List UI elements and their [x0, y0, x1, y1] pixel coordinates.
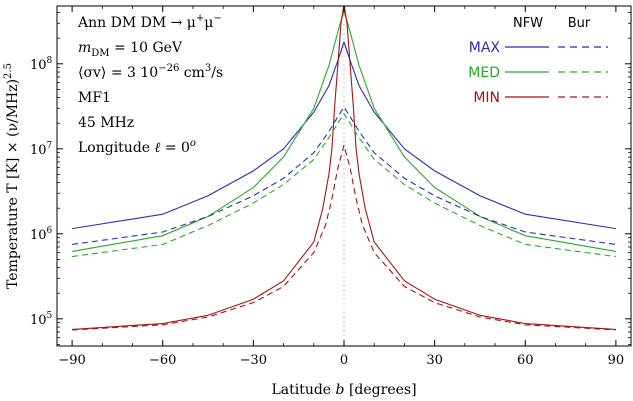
annotation-mass: mDM = 10 GeV — [78, 40, 183, 59]
y-axis-title: Temperature T [K] × (ν/MHz)2.5 — [3, 63, 21, 289]
y-tick-label: 105 — [30, 311, 53, 328]
y-tick-label: 107 — [30, 141, 53, 158]
legend-header-nfw: NFW — [513, 16, 543, 31]
series-line-min-bur — [72, 144, 616, 331]
annotation-longitude: Longitude ℓ = 0o — [78, 138, 196, 156]
annotation-model: MF1 — [78, 90, 111, 106]
legend-label-med: MED — [468, 65, 500, 81]
series-line-med-bur — [72, 112, 616, 258]
annotation-cross-section: ⟨σv⟩ = 3 10−26 cm3/s — [78, 63, 223, 81]
legend-header-bur: Bur — [568, 16, 591, 31]
y-tick-labels: 105 106 107 108 — [30, 56, 53, 328]
legend: NFW Bur MAX MED MIN — [468, 16, 608, 106]
x-tick-label: 0 — [340, 353, 348, 368]
x-tick-label: 30 — [426, 353, 443, 368]
plot-frame — [56, 5, 632, 347]
x-tick-label: 90 — [608, 353, 625, 368]
y-tick-label: 106 — [30, 226, 53, 243]
x-axis-title: Latitude b [degrees] — [271, 382, 416, 398]
series-line-max-bur — [72, 106, 616, 245]
legend-label-max: MAX — [469, 40, 501, 56]
x-tick-label: −30 — [240, 353, 267, 368]
legend-rows: MAX MED MIN — [468, 40, 608, 106]
series-line-min-nfw — [72, 6, 616, 330]
series-layer — [72, 6, 616, 331]
x-tick-label: −60 — [149, 353, 176, 368]
x-tick-label: 60 — [517, 353, 534, 368]
annotation-title: Ann DM DM → μ+μ− — [77, 13, 222, 31]
x-tick-labels: −90 −60 −30 0 30 60 90 — [58, 353, 624, 368]
x-tick-label: −90 — [58, 353, 85, 368]
legend-label-min: MIN — [473, 90, 500, 106]
annotation-frequency: 45 MHz — [78, 115, 134, 131]
annotation-block: Ann DM DM → μ+μ− mDM = 10 GeV ⟨σv⟩ = 3 1… — [77, 13, 223, 156]
series-line-max-nfw — [72, 41, 616, 230]
y-tick-label: 108 — [30, 56, 53, 73]
